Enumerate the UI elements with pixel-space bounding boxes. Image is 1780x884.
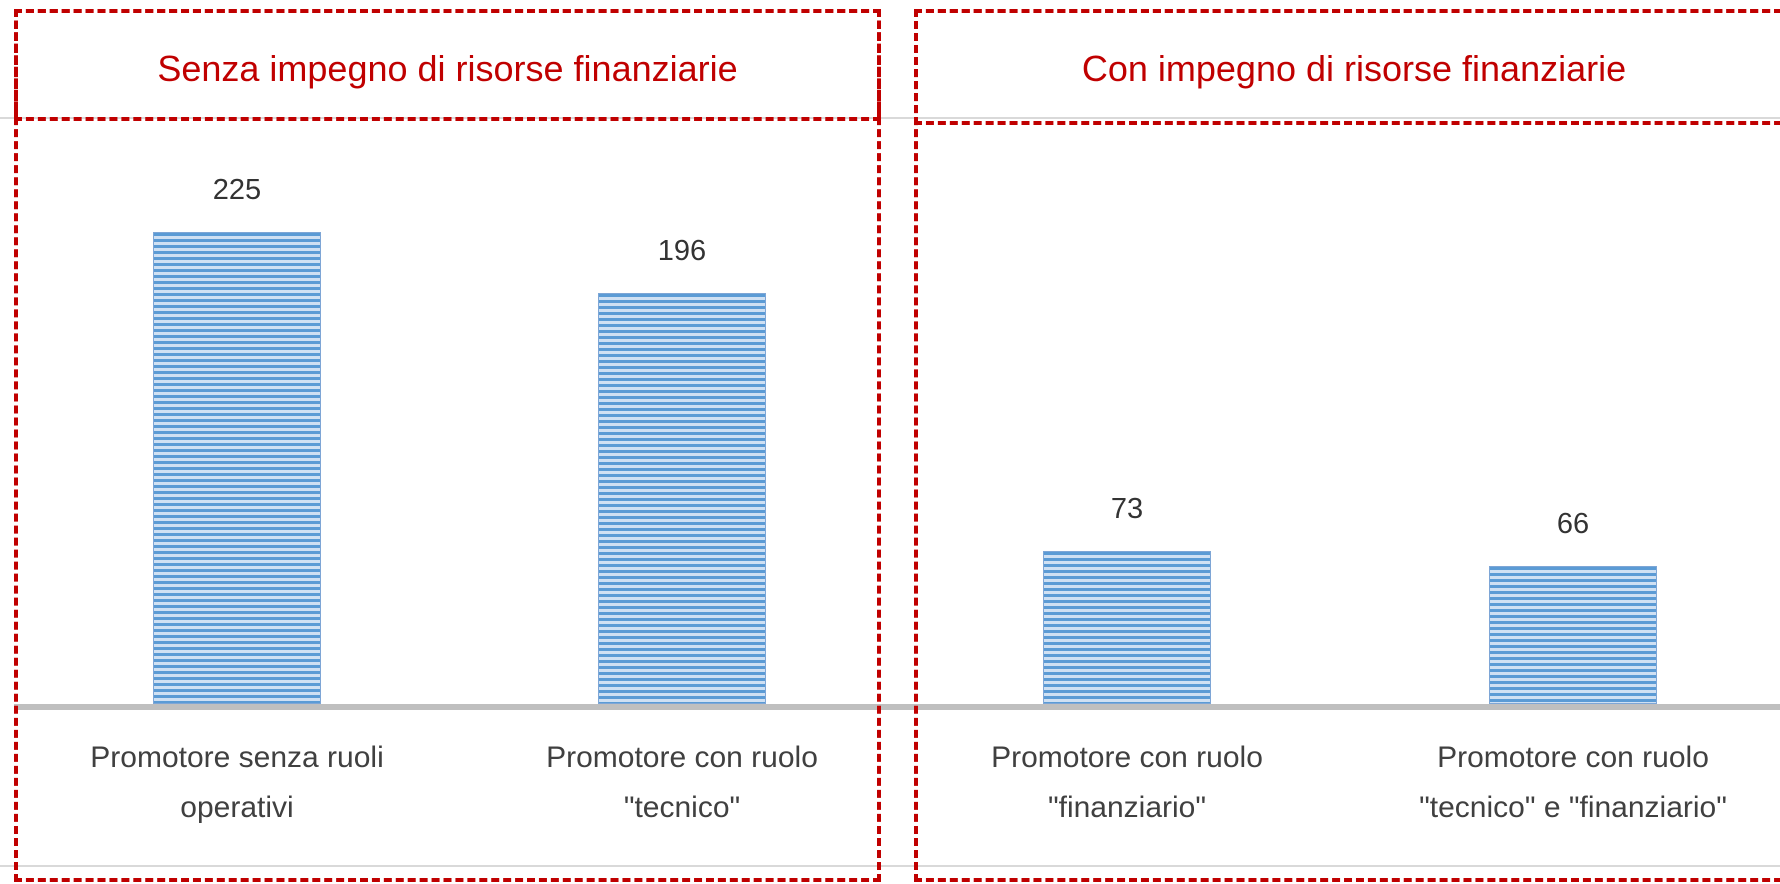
top-rule [0, 117, 1780, 119]
bar [598, 292, 766, 704]
group-title-box [14, 9, 881, 121]
x-tick-label: Promotore con ruolo "finanziario" [991, 741, 1263, 824]
x-tick-label: Promotore con ruolo "tecnico" [546, 741, 818, 824]
bar [1489, 565, 1657, 704]
group-title: Con impegno di risorse finanziarie [1081, 48, 1627, 89]
value-label: 73 [1110, 492, 1144, 525]
value-label: 225 [212, 174, 262, 206]
group-title: Senza impegno di risorse finanziarie [157, 48, 738, 89]
value-label: 196 [657, 234, 707, 267]
x-tick-label: Promotore con ruolo "tecnico" e "finanzi… [1419, 741, 1727, 824]
group-title-box [914, 9, 1780, 125]
x-tick-label: Promotore senza ruoli operativi [90, 741, 384, 824]
bar [153, 232, 321, 704]
bar [1043, 550, 1211, 704]
value-label: 66 [1556, 507, 1590, 540]
bottom-rule [0, 865, 1780, 867]
baseline [14, 704, 1780, 710]
